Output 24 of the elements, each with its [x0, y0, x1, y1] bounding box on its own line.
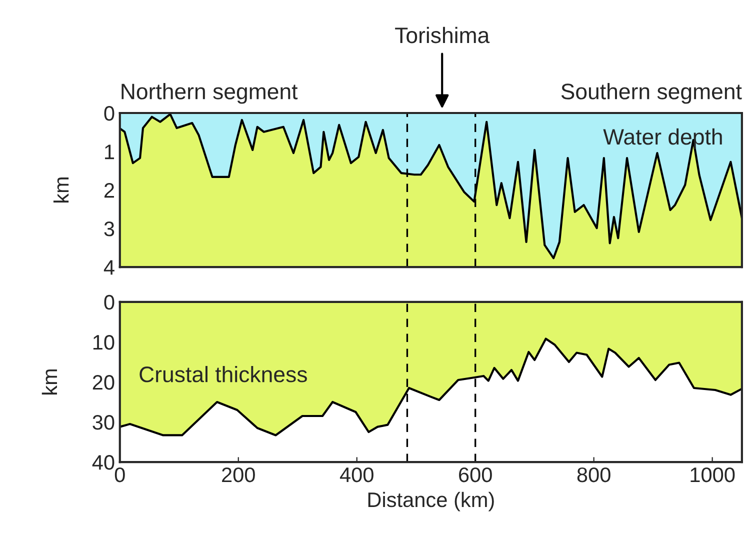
x-tick-label: 600: [459, 467, 492, 482]
x-tick-label: 400: [340, 467, 374, 482]
y-tick-label: 20: [92, 374, 114, 390]
x-tick-label: 0: [114, 467, 125, 482]
y-axis-title: km: [42, 369, 57, 394]
y-tick-label: 2: [104, 183, 114, 198]
x-axis-title: Distance (km): [368, 492, 494, 512]
text: Southern segment: [561, 83, 742, 104]
y-axis-title: km: [53, 178, 69, 203]
x-tick-label: 800: [577, 467, 610, 482]
y-tick-label: 0: [104, 106, 114, 121]
series-label: Water depth: [603, 128, 722, 150]
y-tick-label: 4: [104, 260, 114, 275]
text: Northern segment: [122, 83, 298, 104]
y-tick-label: 40: [92, 455, 114, 470]
x-tick-label: 1000: [690, 467, 735, 482]
series-label: Crustal thickness: [140, 366, 307, 382]
y-tick-label: 3: [104, 222, 114, 236]
y-tick-label: 10: [93, 334, 114, 350]
y-tick-label: 0: [104, 294, 114, 310]
text: Torishima: [395, 26, 490, 44]
x-tick-label: 200: [222, 467, 255, 482]
y-tick-label: 30: [92, 415, 114, 430]
y-tick-label: 1: [105, 144, 114, 160]
